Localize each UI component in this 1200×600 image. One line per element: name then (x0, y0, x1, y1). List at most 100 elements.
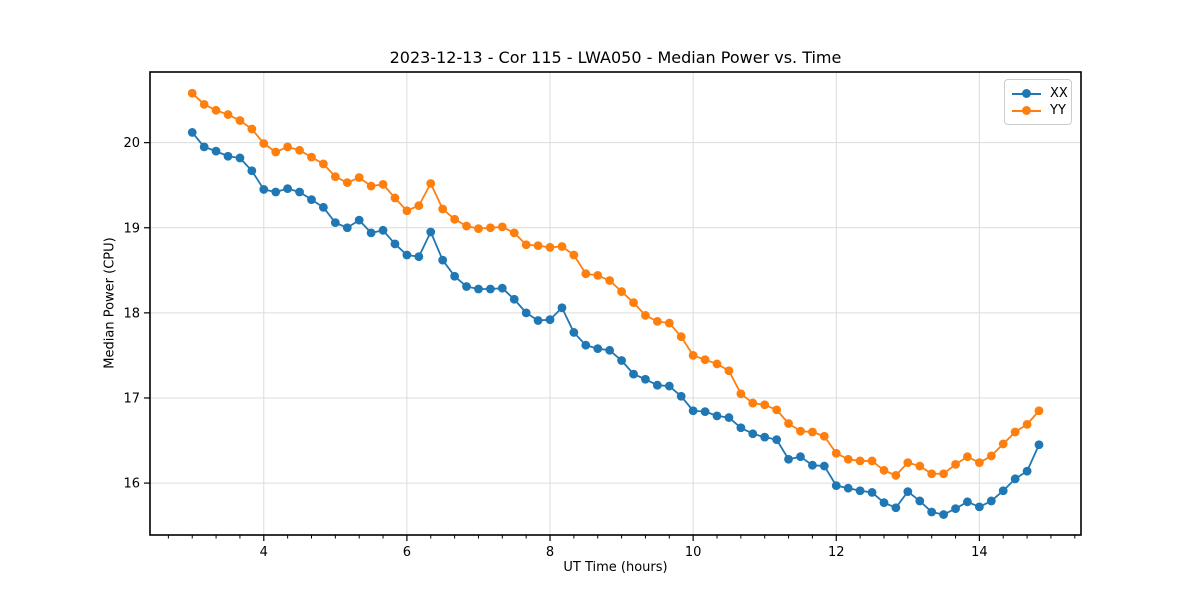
data-point-marker (497, 222, 507, 232)
data-point-marker (986, 496, 996, 506)
data-point-marker (318, 202, 328, 212)
data-point-marker (808, 460, 817, 470)
data-point-marker (462, 282, 471, 291)
data-point-marker (235, 153, 245, 163)
data-point-marker (891, 471, 901, 480)
x-tick-label: 4 (260, 545, 268, 560)
data-point-marker (283, 142, 293, 152)
data-point-marker (891, 503, 901, 513)
data-point-marker (521, 308, 531, 318)
data-point-marker (533, 241, 543, 251)
series-line-xx (191, 131, 1040, 516)
data-point-marker (390, 239, 400, 249)
y-axis-ticks: 16 17 18 19 20 (123, 136, 150, 492)
y-tick-label: 17 (123, 391, 140, 406)
data-point-marker (318, 159, 328, 169)
data-point-marker (915, 461, 925, 471)
y-tick-label: 19 (123, 221, 140, 236)
data-point-marker (974, 502, 984, 512)
legend-marker-xx (1022, 89, 1031, 98)
data-point-marker (664, 318, 674, 328)
data-point-marker (187, 128, 197, 137)
axes-frame (149, 71, 1082, 536)
data-point-marker (688, 351, 698, 360)
series-line-yy (191, 92, 1040, 477)
data-point-marker (879, 498, 889, 508)
data-point-marker (366, 228, 376, 238)
data-point-marker (247, 124, 257, 134)
data-point-marker (629, 369, 638, 379)
data-point-marker (474, 224, 483, 234)
data-point-marker (676, 332, 686, 342)
data-point-marker (486, 223, 495, 233)
data-point-marker (509, 294, 519, 304)
data-point-marker (354, 215, 364, 225)
data-point-marker (664, 381, 674, 391)
data-point-marker (378, 179, 388, 189)
x-tick-label: 14 (971, 545, 988, 560)
data-point-marker (545, 315, 555, 325)
data-point-marker (402, 250, 412, 260)
data-point-marker (700, 407, 710, 416)
data-point-marker (843, 454, 853, 464)
data-point-marker (438, 204, 448, 214)
data-point-marker (402, 206, 412, 216)
data-point-marker (474, 284, 483, 294)
data-point-marker (497, 283, 507, 293)
data-point-marker (366, 181, 376, 191)
data-point-marker (903, 458, 913, 468)
data-point-marker (199, 99, 209, 109)
data-point-marker (951, 459, 960, 469)
legend: XX YY (1004, 79, 1072, 125)
data-point-marker (307, 195, 316, 205)
data-point-marker (772, 405, 782, 415)
legend-line-sample-yy (1012, 106, 1041, 115)
data-point-marker (486, 284, 495, 294)
x-tick-label: 8 (546, 545, 554, 560)
data-point-marker (796, 426, 805, 436)
data-point-marker (295, 145, 304, 155)
data-point-marker (545, 242, 555, 252)
data-point-marker (557, 303, 567, 313)
x-axis-minor-ticks (167, 535, 1076, 539)
data-point-marker (414, 201, 424, 211)
data-point-marker (223, 151, 233, 161)
data-point-marker (772, 435, 782, 445)
data-point-marker (330, 218, 340, 228)
data-point-marker (307, 152, 316, 162)
data-point-marker (939, 469, 948, 479)
x-tick-label: 10 (685, 545, 702, 560)
data-point-marker (271, 147, 281, 157)
data-point-marker (593, 271, 603, 280)
data-point-marker (986, 451, 996, 461)
data-point-marker (629, 298, 638, 308)
data-point-marker (963, 452, 972, 462)
data-point-marker (831, 448, 841, 458)
data-point-marker (593, 344, 603, 354)
data-point-marker (426, 179, 436, 188)
data-point-marker (903, 487, 913, 496)
legend-label-yy: YY (1050, 103, 1066, 118)
x-axis-label: UT Time (hours) (563, 560, 668, 575)
data-point-marker (724, 366, 734, 376)
data-point-marker (915, 496, 925, 506)
data-point-marker (676, 391, 686, 401)
data-point-marker (688, 406, 698, 416)
data-point-marker (450, 214, 460, 224)
data-point-marker (963, 497, 972, 507)
x-tick-label: 6 (403, 545, 411, 560)
legend-marker-yy (1022, 106, 1031, 115)
data-point-marker (259, 185, 269, 194)
data-point-marker (927, 507, 937, 517)
data-point-marker (569, 250, 579, 260)
data-point-marker (748, 398, 758, 408)
gridlines (150, 72, 1081, 535)
series-xx (187, 128, 1044, 519)
data-point-marker (330, 172, 340, 182)
data-point-marker (617, 287, 626, 296)
data-point-marker (867, 456, 877, 466)
data-point-marker (605, 276, 615, 285)
data-point-marker (342, 178, 352, 188)
x-tick-label: 12 (828, 545, 845, 560)
